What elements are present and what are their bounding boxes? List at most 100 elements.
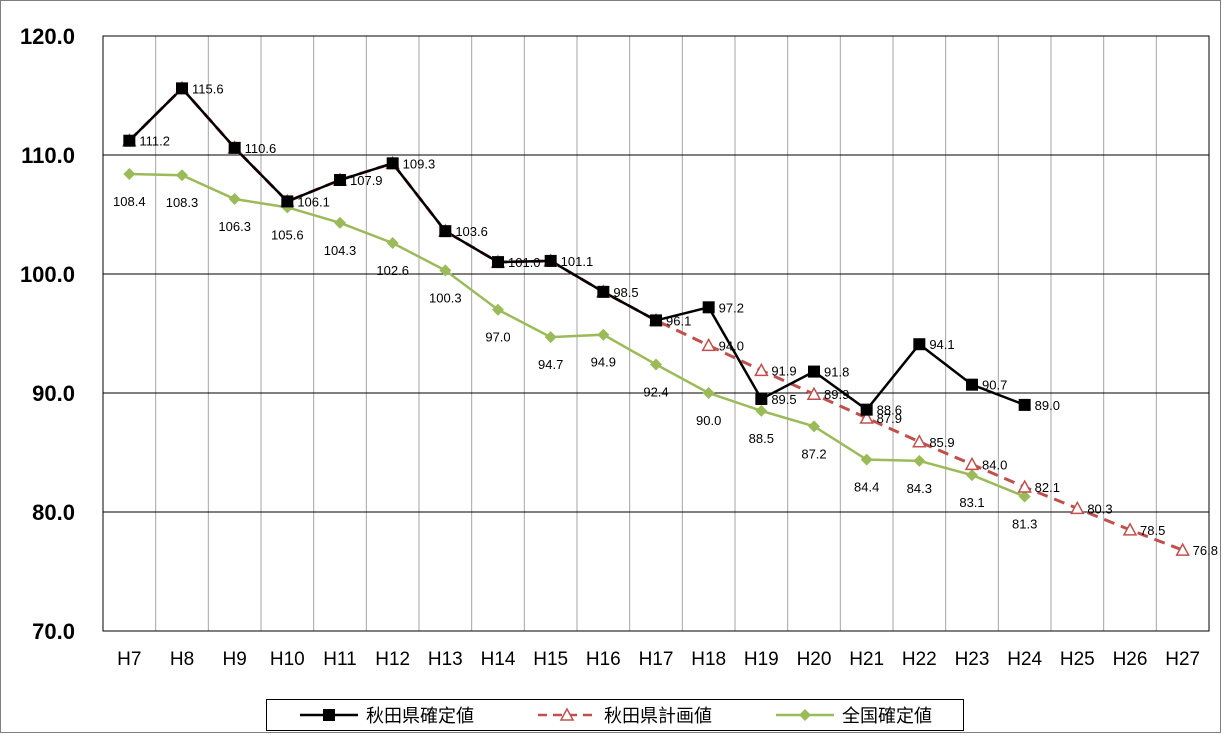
legend-item-akita-plan: 秋田県計画値 <box>536 702 712 728</box>
plot-area-border <box>102 35 1210 632</box>
data-label: 89.5 <box>771 392 796 407</box>
data-point-square <box>544 254 557 267</box>
data-point-square <box>386 157 399 170</box>
data-point-diamond <box>966 469 978 482</box>
data-point-diamond <box>176 169 188 182</box>
data-point-triangle <box>912 434 927 448</box>
chart-legend: 秋田県確定値 秋田県計画値 全国確定値 <box>266 699 964 731</box>
x-tick-label: H27 <box>1165 649 1200 670</box>
data-point-diamond <box>860 453 873 466</box>
data-point-square <box>755 392 768 405</box>
square-marker-icon <box>300 709 358 721</box>
data-point-diamond <box>228 193 241 206</box>
x-tick-label: H18 <box>691 649 726 670</box>
data-point-diamond <box>597 328 610 341</box>
x-tick-label: H13 <box>428 649 463 670</box>
data-point-square <box>1018 398 1031 411</box>
data-label: 104.3 <box>324 243 357 258</box>
data-point-triangle <box>1070 500 1085 515</box>
data-label: 115.6 <box>192 81 224 96</box>
y-tick-label: 110.0 <box>21 143 75 168</box>
data-point-triangle <box>701 337 716 352</box>
diamond-marker-icon <box>776 709 834 721</box>
data-label: 83.1 <box>959 495 984 510</box>
x-tick-label: H8 <box>170 649 194 670</box>
data-label: 89.9 <box>824 387 849 402</box>
x-tick-label: H21 <box>849 649 884 670</box>
data-label: 109.3 <box>403 156 436 171</box>
series-line-1 <box>128 86 1184 552</box>
data-point-square <box>860 403 873 416</box>
data-label: 97.0 <box>485 330 510 345</box>
data-point-triangle <box>1122 522 1138 536</box>
data-point-square <box>650 314 662 327</box>
data-point-square <box>176 82 188 95</box>
data-label: 89.0 <box>1035 398 1060 413</box>
x-tick-label: H14 <box>481 649 516 670</box>
data-point-triangle <box>754 362 769 377</box>
data-point-diamond <box>386 237 399 250</box>
data-point-diamond <box>123 168 136 181</box>
data-point-diamond <box>334 216 346 229</box>
y-tick-label: 100.0 <box>20 262 75 287</box>
data-label: 88.5 <box>749 431 774 446</box>
data-label: 92.4 <box>643 384 668 399</box>
data-point-square <box>492 256 504 269</box>
x-tick-label: H12 <box>375 649 410 670</box>
x-tick-label: H7 <box>117 649 141 670</box>
data-point-diamond <box>492 303 504 316</box>
y-tick-label: 80.0 <box>32 500 75 525</box>
data-label: 81.3 <box>1012 517 1037 532</box>
series-line-0 <box>128 86 1026 412</box>
data-point-diamond <box>808 420 820 433</box>
data-point-triangle <box>806 386 822 400</box>
data-label: 103.6 <box>455 224 488 239</box>
data-label: 94.0 <box>719 338 744 353</box>
data-label: 84.4 <box>854 480 879 495</box>
data-label: 106.3 <box>218 219 251 234</box>
data-label: 94.7 <box>538 357 563 372</box>
data-label: 82.1 <box>1035 480 1060 495</box>
x-tick-label: H15 <box>533 649 568 670</box>
data-label: 80.3 <box>1087 501 1112 516</box>
data-label: 76.8 <box>1193 543 1218 558</box>
data-point-square <box>123 134 136 147</box>
legend-item-akita-actual: 秋田県確定値 <box>298 702 474 728</box>
data-point-square <box>228 141 241 154</box>
data-label: 108.4 <box>113 194 146 209</box>
legend-label: 全国確定値 <box>842 706 932 727</box>
data-point-diamond <box>702 387 715 399</box>
x-tick-label: H17 <box>639 649 674 670</box>
data-label: 91.8 <box>824 365 849 380</box>
x-tick-label: H20 <box>797 649 832 670</box>
data-label: 97.2 <box>719 300 744 315</box>
data-label: 78.5 <box>1140 523 1165 538</box>
data-point-square <box>281 195 294 208</box>
data-label: 87.2 <box>801 446 826 461</box>
data-label: 91.9 <box>771 363 796 378</box>
data-point-diamond <box>913 454 926 467</box>
x-tick-label: H16 <box>586 649 621 670</box>
data-label: 108.3 <box>166 195 199 210</box>
data-point-diamond <box>439 264 452 277</box>
data-label: 105.6 <box>271 227 304 242</box>
data-label: 84.3 <box>907 481 932 496</box>
x-tick-label: H19 <box>744 649 779 670</box>
data-point-square <box>439 225 452 238</box>
x-tick-label: H9 <box>223 649 247 670</box>
legend-item-national-actual: 全国確定値 <box>774 702 932 728</box>
data-point-square <box>334 173 346 186</box>
data-label: 87.9 <box>877 411 902 426</box>
data-label: 101.0 <box>508 255 541 270</box>
legend-label: 秋田県計画値 <box>604 706 712 727</box>
x-tick-label: H23 <box>955 649 990 670</box>
data-point-square <box>597 285 610 298</box>
data-point-diamond <box>755 404 768 417</box>
data-point-square <box>966 378 978 391</box>
data-point-diamond <box>650 358 662 371</box>
x-tick-label: H22 <box>902 649 937 670</box>
legend-label: 秋田県確定値 <box>366 706 474 727</box>
data-label: 106.1 <box>297 194 330 209</box>
